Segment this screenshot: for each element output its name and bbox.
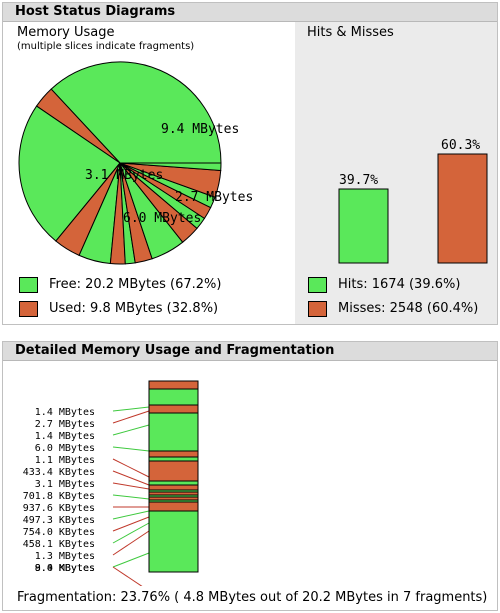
fragment-label: 2.7 MBytes	[35, 419, 95, 430]
fragmentation-panel: Detailed Memory Usage and Fragmentation …	[2, 341, 498, 611]
fragment-leader-line	[112, 516, 150, 532]
fragment-leader-line	[112, 482, 150, 490]
fragment-segment-used	[148, 501, 199, 512]
hits-bar	[338, 188, 389, 264]
fragment-label: 937.6 KBytes	[23, 503, 95, 514]
hits-pct-label: 39.7%	[339, 173, 378, 188]
fragment-segment-used	[148, 484, 199, 491]
fragment-segment-free	[148, 456, 199, 462]
fragment-segment-free	[148, 480, 199, 486]
fragmentation-title: Detailed Memory Usage and Fragmentation	[3, 342, 497, 361]
legend-misses-swatch	[308, 301, 327, 317]
fragment-label: 433.4 KBytes	[23, 467, 95, 478]
fragment-leader-line	[112, 552, 150, 568]
memory-pie-chart: 9.4 MBytes 3.1 MBytes 2.7 MBytes 6.0 MBy…	[18, 61, 253, 265]
fragment-leader-line	[112, 522, 150, 544]
fragment-label: 9.4 MBytes	[35, 563, 95, 574]
fragment-segment-free	[148, 510, 199, 573]
fragment-label: 6.0 MBytes	[35, 443, 95, 454]
fragment-label: 1.4 MBytes	[35, 407, 95, 418]
fragment-leader-line	[112, 470, 150, 486]
host-status-title: Host Status Diagrams	[3, 3, 497, 22]
fragment-segment-free	[148, 412, 199, 452]
pie-slice-free	[50, 61, 222, 164]
pie-label-9-4: 9.4 MBytes	[161, 122, 239, 137]
fragment-label: 458.1 KBytes	[23, 539, 95, 550]
pie-label-6-0: 6.0 MBytes	[123, 211, 201, 226]
legend-used-swatch	[19, 301, 38, 317]
legend-free-swatch	[19, 277, 38, 293]
pie-slice-free	[18, 105, 121, 242]
fragment-label: 8.0 KBytes	[35, 563, 95, 574]
hits-misses-chart: 39.7% 60.3%	[338, 138, 488, 264]
memory-usage-title: Memory Usage	[17, 25, 115, 40]
fragment-leader-line	[112, 510, 150, 520]
fragmentation-summary: Fragmentation: 23.76% ( 4.8 MBytes out o…	[17, 590, 488, 605]
fragment-label: 1.1 MBytes	[35, 455, 95, 466]
pie-slice-free	[119, 162, 222, 172]
legend-free-label: Free: 20.2 MBytes (67.2%)	[49, 277, 222, 292]
misses-bar	[437, 153, 488, 264]
fragment-leader-line	[112, 494, 150, 500]
pie-label-3-1: 3.1 MBytes	[85, 168, 163, 183]
legend-used-label: Used: 9.8 MBytes (32.8%)	[49, 301, 219, 316]
fragment-segment-used	[148, 380, 199, 390]
fragment-leader-line	[112, 446, 150, 452]
fragment-segment-used	[148, 460, 199, 482]
fragment-segment-used	[148, 404, 199, 414]
legend-misses-label: Misses: 2548 (60.4%)	[338, 301, 479, 316]
fragment-label: 701.8 KBytes	[23, 491, 95, 502]
pie-label-2-7: 2.7 MBytes	[175, 190, 253, 205]
fragment-label: 1.3 MBytes	[35, 551, 95, 562]
fragment-label: 3.1 MBytes	[35, 479, 95, 490]
fragment-label: 1.4 MBytes	[35, 431, 95, 442]
fragment-leader-line	[112, 424, 150, 436]
misses-pct-label: 60.3%	[441, 138, 480, 153]
fragment-label: 497.3 KBytes	[23, 515, 95, 526]
legend-hits-swatch	[308, 277, 327, 293]
fragment-segment-free	[148, 388, 199, 406]
fragment-leader-line	[112, 410, 150, 424]
fragment-leader-line	[112, 406, 150, 412]
memory-usage-subtitle: (multiple slices indicate fragments)	[17, 41, 195, 52]
fragment-leader-line	[112, 530, 150, 556]
fragment-leader-line	[112, 458, 150, 478]
legend-hits-label: Hits: 1674 (39.6%)	[338, 277, 461, 292]
fragment-label: 754.0 KBytes	[23, 527, 95, 538]
hits-misses-title: Hits & Misses	[307, 25, 394, 40]
fragment-segment-used	[148, 450, 199, 458]
host-status-panel: Host Status Diagrams Memory Usage (multi…	[2, 2, 498, 325]
fragment-leader-line	[112, 566, 143, 586]
